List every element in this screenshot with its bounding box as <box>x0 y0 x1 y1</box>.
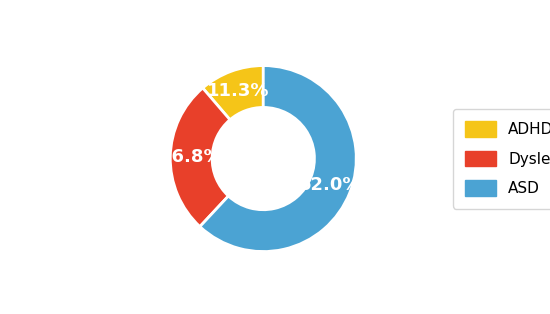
Wedge shape <box>200 66 356 252</box>
Wedge shape <box>170 88 230 227</box>
Wedge shape <box>203 66 263 120</box>
Text: 11.3%: 11.3% <box>207 82 270 100</box>
Text: 26.8%: 26.8% <box>160 148 223 166</box>
Legend: ADHD, Dyslexia, ASD: ADHD, Dyslexia, ASD <box>453 109 550 208</box>
Text: 62.0%: 62.0% <box>299 176 361 194</box>
